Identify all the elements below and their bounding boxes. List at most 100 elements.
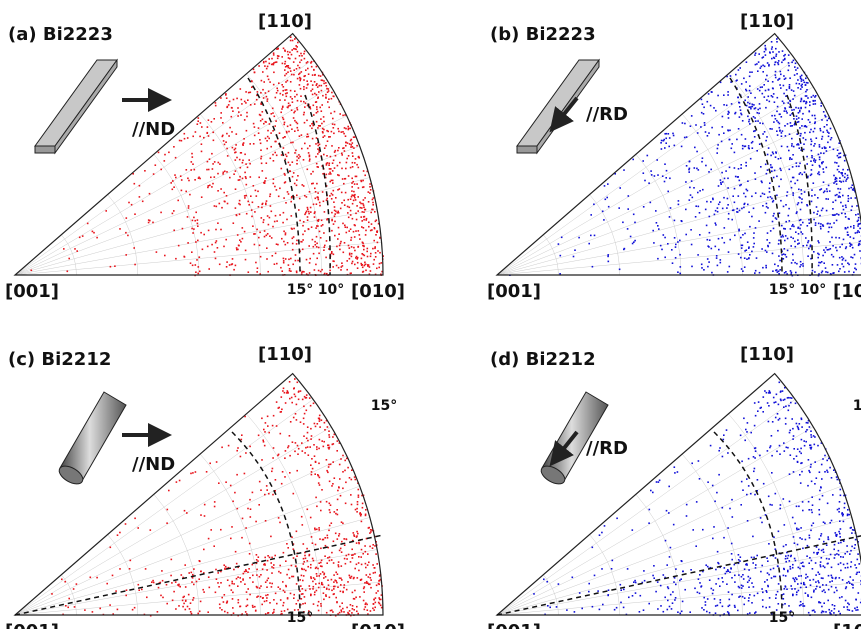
dot — [350, 255, 353, 258]
dot — [854, 544, 856, 546]
dot — [768, 405, 770, 407]
dot — [293, 387, 295, 390]
dot — [317, 198, 320, 201]
dot — [105, 210, 107, 212]
dot — [225, 602, 228, 604]
dot — [822, 171, 825, 173]
dot — [184, 586, 187, 588]
dot — [796, 460, 799, 463]
dot — [771, 114, 773, 117]
dot — [810, 138, 812, 141]
dot — [326, 140, 329, 142]
dot — [797, 589, 800, 592]
dot — [341, 154, 343, 156]
dot — [294, 90, 296, 92]
dot — [354, 567, 356, 570]
dot — [354, 508, 357, 511]
dot — [673, 577, 676, 579]
dot — [810, 430, 812, 432]
dot — [782, 593, 785, 595]
dot — [711, 592, 714, 595]
dot — [771, 96, 774, 98]
dot — [279, 521, 281, 524]
dot — [802, 137, 805, 139]
dot — [779, 84, 781, 86]
dot — [773, 536, 775, 538]
dot — [792, 471, 795, 473]
dot — [841, 579, 844, 581]
dot — [811, 156, 813, 159]
dot — [812, 100, 815, 102]
dot — [322, 445, 325, 448]
dot — [723, 536, 725, 539]
dot — [233, 568, 235, 571]
dot — [247, 91, 250, 94]
dot — [776, 194, 778, 197]
dot — [336, 498, 339, 501]
dot — [301, 442, 303, 444]
dot — [193, 168, 196, 171]
dot — [296, 159, 298, 162]
dot — [813, 589, 815, 592]
dot — [264, 564, 266, 566]
dot — [770, 95, 773, 97]
dot — [347, 125, 349, 128]
dot — [246, 613, 248, 615]
dot — [361, 220, 363, 222]
dot — [270, 145, 272, 148]
dot — [356, 577, 359, 579]
dot — [330, 97, 333, 100]
dot — [319, 75, 322, 77]
dot — [274, 214, 277, 217]
dot — [754, 567, 757, 569]
dot — [369, 192, 371, 194]
dot — [838, 237, 841, 239]
dot — [655, 210, 657, 212]
dot — [693, 167, 696, 169]
dot — [758, 112, 760, 115]
dot — [362, 253, 364, 256]
dot — [369, 532, 371, 534]
dot — [723, 227, 726, 229]
dot — [325, 85, 328, 87]
dot — [270, 132, 272, 134]
dot — [831, 604, 834, 606]
dot — [669, 546, 672, 549]
dot — [856, 571, 858, 574]
dot — [316, 448, 318, 451]
dot — [833, 214, 835, 216]
dot — [781, 224, 783, 227]
dot — [809, 245, 812, 248]
dot — [289, 104, 291, 107]
dot — [661, 175, 664, 177]
dot — [218, 263, 221, 266]
dot — [727, 187, 729, 189]
dot — [607, 254, 609, 256]
dot — [717, 94, 719, 97]
dot — [338, 244, 341, 247]
dot — [748, 247, 750, 249]
dot — [809, 446, 812, 449]
dot — [265, 60, 267, 63]
dot — [790, 262, 793, 264]
dot — [306, 104, 309, 107]
dot — [314, 101, 317, 103]
dot — [723, 104, 725, 106]
dot — [779, 259, 781, 262]
dot — [708, 611, 711, 614]
dot — [836, 193, 838, 196]
dot — [753, 594, 756, 597]
dot — [278, 570, 280, 573]
dot — [372, 607, 374, 610]
dot — [291, 39, 294, 42]
dot — [311, 93, 314, 96]
dot — [302, 221, 305, 223]
dot — [291, 128, 293, 130]
dot — [559, 273, 561, 275]
dot — [787, 69, 790, 72]
dot — [351, 152, 354, 154]
dot — [276, 87, 278, 90]
dot — [350, 246, 353, 248]
dot — [119, 568, 121, 570]
dot — [809, 557, 811, 559]
